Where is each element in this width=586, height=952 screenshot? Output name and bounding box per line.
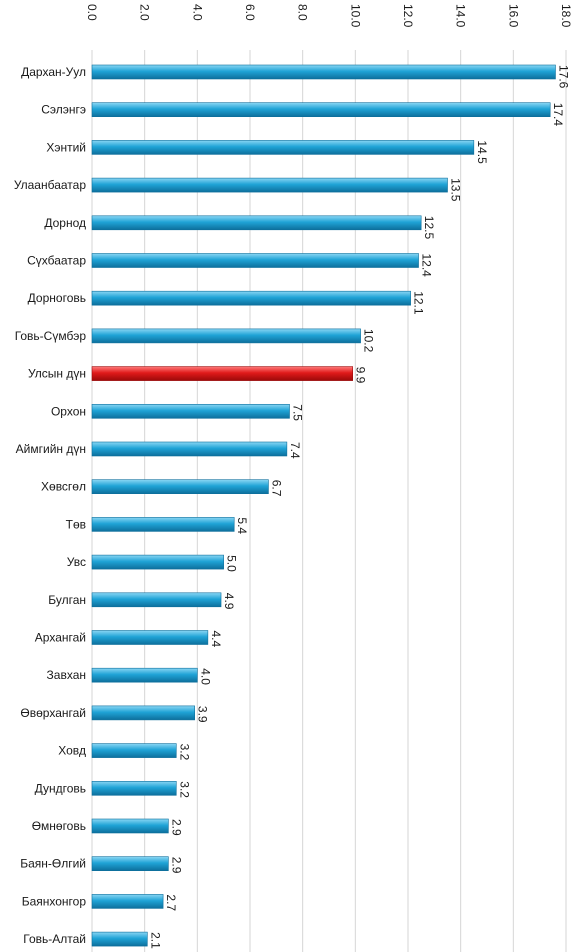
category-label: Булган <box>48 593 86 607</box>
category-label: Аймгийн дүн <box>16 442 86 456</box>
value-label: 3.2 <box>177 781 191 798</box>
bar <box>91 894 164 909</box>
category-label: Хөвсгөл <box>41 480 86 494</box>
category-label: Ховд <box>58 744 86 758</box>
bar <box>91 64 556 80</box>
value-label: 4.9 <box>222 593 236 610</box>
category-label: Дархан-Уул <box>21 65 86 79</box>
value-label: 10.2 <box>362 329 376 353</box>
category-label: Архангай <box>35 631 86 645</box>
value-label: 4.0 <box>198 668 212 685</box>
x-tick-label: 10.0 <box>348 4 362 28</box>
bar <box>91 592 222 608</box>
bar <box>91 554 224 570</box>
category-label: Дундговь <box>35 781 86 795</box>
value-label: 5.4 <box>235 517 249 534</box>
bar <box>91 328 361 344</box>
bar <box>91 818 169 834</box>
category-label: Баян-Өлгий <box>20 857 86 871</box>
value-label: 17.4 <box>551 103 565 127</box>
bar <box>91 517 235 532</box>
bar <box>91 177 448 193</box>
value-label: 2.7 <box>164 894 178 911</box>
category-label: Говь-Алтай <box>23 932 86 946</box>
bar-highlight <box>91 366 354 381</box>
category-label: Сэлэнгэ <box>41 103 86 117</box>
value-label: 3.2 <box>177 744 191 761</box>
bar <box>91 743 177 758</box>
value-label: 14.5 <box>475 140 489 164</box>
category-label: Төв <box>66 517 86 531</box>
category-label: Хэнтий <box>46 140 86 154</box>
category-label: Завхан <box>47 668 86 682</box>
value-label: 2.9 <box>169 819 183 836</box>
bar <box>91 215 422 231</box>
bar <box>91 667 198 683</box>
category-label: Дорнод <box>44 216 86 230</box>
bar <box>91 931 148 947</box>
bar <box>91 705 195 721</box>
x-tick-label: 16.0 <box>506 4 520 28</box>
category-label: Сүхбаатар <box>27 254 86 268</box>
value-label: 7.5 <box>291 404 305 421</box>
value-label: 13.5 <box>449 178 463 202</box>
category-label: Улсын дүн <box>28 367 86 381</box>
bar <box>91 290 411 306</box>
value-labels: 17.6 17.4 14.5 13.5 12.5 12.4 12.1 10.2 9.9 7.5 7.… <box>148 65 570 949</box>
x-tick-label: 0.0 <box>85 4 99 21</box>
category-label: Орхон <box>51 404 86 418</box>
bar <box>91 441 288 457</box>
value-label: 7.4 <box>288 442 302 459</box>
category-label: Улаанбаатар <box>14 178 87 192</box>
x-tick-label: 12.0 <box>401 4 415 28</box>
category-label: Увс <box>67 555 86 569</box>
x-axis-tick-labels: 0.0 2.0 4.0 6.0 8.0 10.0 12.0 14.0 16.0 18.0 <box>85 4 573 28</box>
bar <box>91 479 269 495</box>
value-label: 5.0 <box>225 555 239 572</box>
x-tick-label: 18.0 <box>559 4 573 28</box>
bar <box>91 102 551 117</box>
bars <box>91 64 556 947</box>
category-labels: Дархан-Уул Сэлэнгэ Хэнтий Улаанбаатар Дорнод… <box>14 65 87 946</box>
category-label: Өвөрхангай <box>20 706 86 720</box>
value-label: 17.6 <box>556 65 570 89</box>
bar <box>91 253 419 268</box>
x-tick-label: 4.0 <box>190 4 204 21</box>
x-tick-label: 2.0 <box>138 4 152 21</box>
value-label: 3.9 <box>196 706 210 723</box>
value-label: 12.4 <box>420 254 434 278</box>
value-label: 12.1 <box>412 291 426 315</box>
value-label: 2.9 <box>169 857 183 874</box>
x-tick-label: 6.0 <box>243 4 257 21</box>
bar <box>91 140 475 155</box>
bar <box>91 856 169 872</box>
gridlines <box>91 50 567 952</box>
category-label: Өмнөговь <box>32 819 86 833</box>
category-label: Баянхонгор <box>22 894 87 908</box>
category-label: Говь-Сүмбэр <box>15 329 87 343</box>
bar <box>91 630 209 645</box>
category-label: Дорноговь <box>28 291 86 305</box>
value-label: 2.1 <box>148 932 162 949</box>
value-label: 6.7 <box>269 480 283 497</box>
x-tick-label: 14.0 <box>454 4 468 28</box>
bar <box>91 403 290 419</box>
bar <box>91 780 177 796</box>
value-label: 4.4 <box>209 631 223 648</box>
value-label: 9.9 <box>354 367 368 384</box>
value-label: 12.5 <box>422 216 436 240</box>
x-tick-label: 8.0 <box>296 4 310 21</box>
